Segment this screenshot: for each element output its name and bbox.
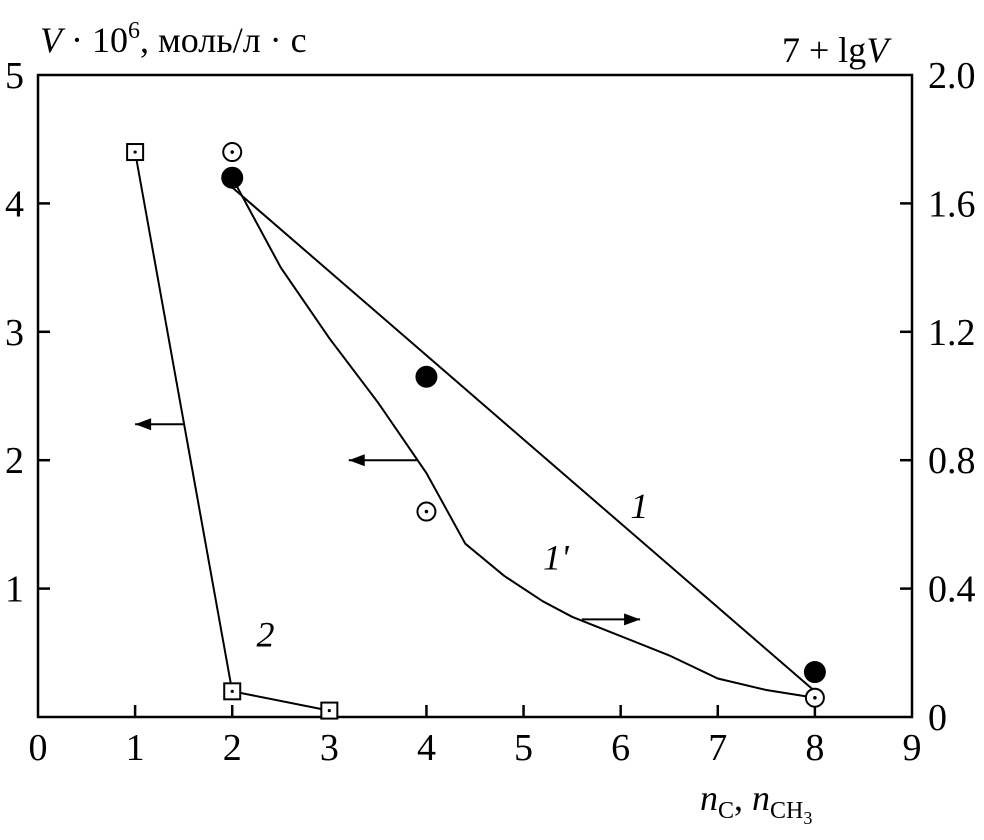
- x-axis-ticks: 0 1 2 3 4 5 6 7 8 9: [29, 705, 922, 769]
- data-point-dot: [327, 708, 331, 713]
- series-label: 2: [257, 614, 275, 654]
- x-tick-label: 0: [29, 727, 48, 769]
- x-tick-label: 3: [320, 727, 339, 769]
- data-point: [415, 365, 438, 388]
- left-tick-label: 3: [5, 312, 24, 354]
- series-line-1prime: [231, 186, 816, 693]
- x-tick-label: 2: [223, 727, 242, 769]
- right-tick-label: 0.8: [928, 440, 976, 482]
- left-axis-title: V · 106, моль/л · с: [40, 18, 307, 60]
- x-tick-label: 4: [417, 727, 436, 769]
- arrow-head: [348, 454, 365, 467]
- series-label: 1: [630, 486, 648, 526]
- x-tick-label: 1: [126, 727, 145, 769]
- data-point-dot: [424, 509, 429, 514]
- arrow-head: [624, 613, 641, 626]
- arrow-head: [135, 418, 152, 431]
- x-tick-label: 7: [708, 727, 727, 769]
- left-tick-label: 2: [5, 440, 24, 482]
- series-markers: [126, 142, 826, 720]
- x-tick-label: 6: [611, 727, 630, 769]
- right-tick-label: 1.2: [928, 312, 976, 354]
- series-labels: 1 1' 2: [257, 486, 649, 654]
- left-tick-label: 4: [5, 183, 24, 225]
- data-point: [803, 661, 826, 684]
- right-tick-label: 2.0: [928, 55, 976, 97]
- right-axis-ticks: 0 0.4 0.8 1.2 1.6 2.0: [900, 55, 976, 739]
- series-label: 1': [543, 537, 570, 577]
- data-point-dot: [230, 689, 234, 693]
- right-tick-label: 0: [928, 697, 947, 739]
- x-tick-label: 9: [903, 727, 922, 769]
- right-tick-label: 1.6: [928, 183, 976, 225]
- x-tick-label: 5: [514, 727, 533, 769]
- left-axis-ticks: 1 2 3 4 5: [5, 55, 50, 611]
- data-point-dot: [230, 150, 235, 154]
- plot-frame: [36, 73, 914, 719]
- x-tick-label: 8: [805, 727, 824, 769]
- data-point-dot: [133, 150, 137, 154]
- right-axis-title: 7 + lgV: [782, 30, 892, 70]
- left-tick-label: 1: [5, 569, 24, 611]
- left-tick-label: 5: [5, 55, 24, 97]
- series-curves: [134, 151, 816, 712]
- x-axis-title: nC, nCH3: [700, 778, 812, 828]
- right-tick-label: 0.4: [928, 569, 976, 611]
- series-line-2: [134, 151, 330, 712]
- series-line-1: [231, 177, 816, 699]
- direction-arrows: [135, 418, 641, 626]
- data-point: [221, 166, 244, 189]
- data-point-dot: [813, 695, 817, 700]
